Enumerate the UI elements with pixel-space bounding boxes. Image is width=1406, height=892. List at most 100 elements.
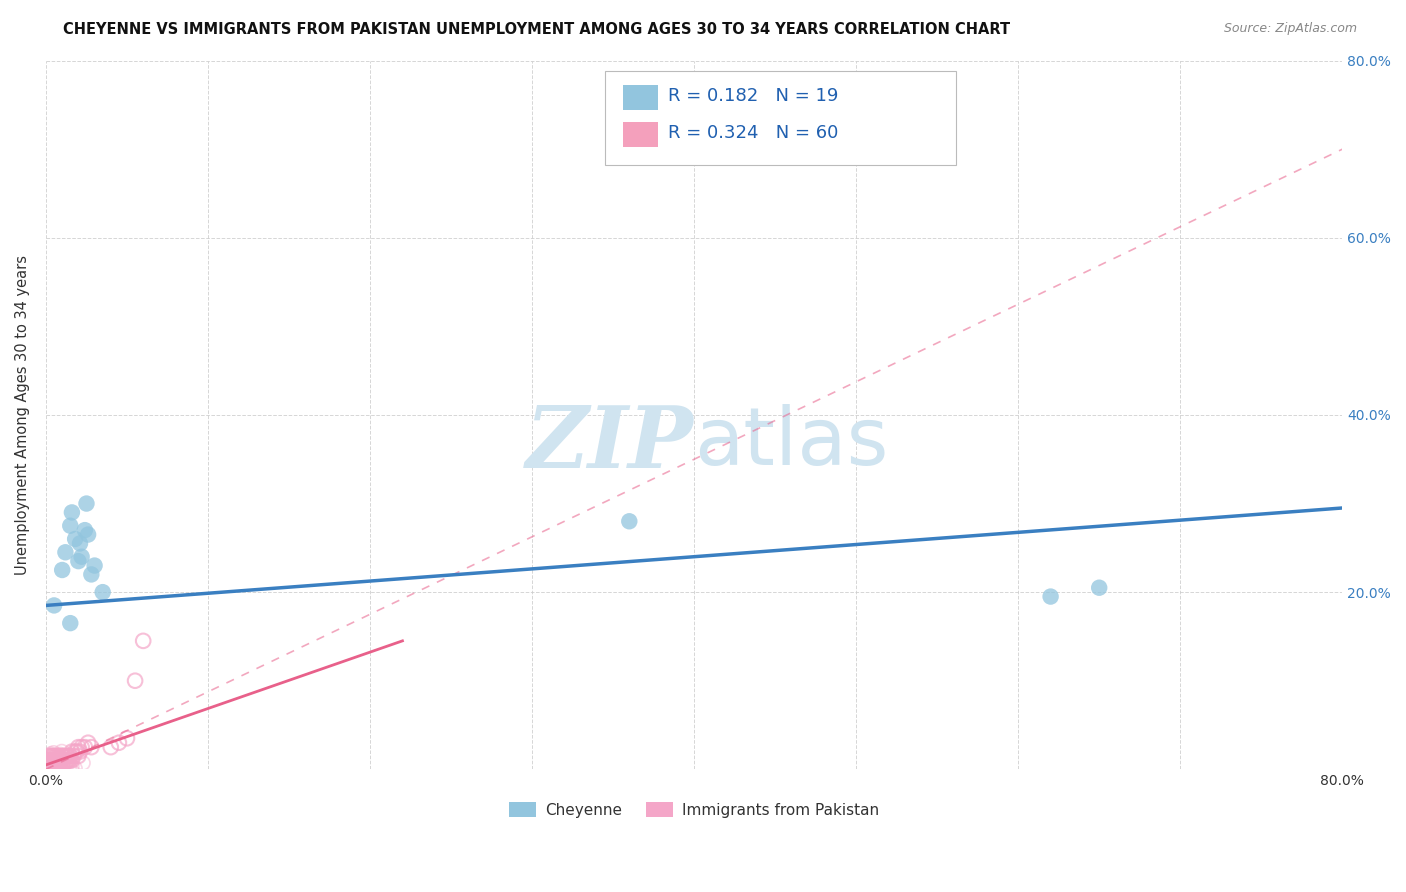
Point (55, 545, 77, 559)
Point (69, 745, 91, 759)
Point (42, 746, 65, 760)
Point (60, 759, 83, 773)
Point (58, 749, 80, 764)
Point (39, 761, 62, 775)
Point (51, 754, 73, 768)
Point (38, 760, 60, 774)
Text: atlas: atlas (695, 404, 889, 483)
Point (38, 759, 60, 773)
Point (70, 740, 93, 755)
Point (56, 754, 79, 768)
Point (73, 523, 96, 537)
Point (41, 754, 63, 768)
Point (48, 754, 70, 768)
Point (132, 633, 155, 648)
Point (46, 754, 69, 768)
Point (80, 740, 103, 755)
Point (1039, 590, 1062, 604)
Point (52, 756, 75, 770)
Point (51, 744, 73, 758)
Text: Source: ZipAtlas.com: Source: ZipAtlas.com (1223, 22, 1357, 36)
Point (49, 756, 72, 770)
Text: R = 0.182   N = 19: R = 0.182 N = 19 (668, 87, 838, 104)
Point (60, 745, 83, 759)
Text: CHEYENNE VS IMMIGRANTS FROM PAKISTAN UNEMPLOYMENT AMONG AGES 30 TO 34 YEARS CORR: CHEYENNE VS IMMIGRANTS FROM PAKISTAN UNE… (63, 22, 1011, 37)
Point (37, 754, 59, 768)
Point (39, 754, 62, 768)
Point (51, 563, 73, 577)
Point (69, 536, 91, 550)
Point (44, 751, 66, 765)
Point (66, 745, 89, 759)
Point (60, 754, 83, 768)
Point (58, 760, 80, 774)
Point (100, 740, 122, 755)
Point (63, 745, 86, 759)
Point (42, 762, 65, 776)
Point (44, 758, 66, 772)
Point (35, 762, 58, 776)
Point (83, 558, 105, 573)
Point (41, 759, 63, 773)
Point (39, 754, 62, 768)
Point (59, 616, 82, 631)
Point (45, 756, 67, 770)
Point (48, 759, 70, 773)
Point (49, 762, 72, 776)
Point (59, 749, 82, 764)
Point (41, 753, 63, 767)
Point (37, 762, 59, 776)
Point (39, 754, 62, 768)
Point (39, 749, 62, 764)
Point (77, 527, 100, 541)
Point (38, 757, 60, 772)
Point (58, 752, 80, 766)
Text: ZIP: ZIP (526, 401, 695, 485)
Point (41, 756, 63, 770)
Point (38, 762, 60, 776)
Point (45, 755, 67, 769)
Point (41, 757, 63, 772)
Point (37, 759, 59, 773)
Point (48, 749, 70, 764)
Point (58, 754, 80, 768)
Point (39, 756, 62, 771)
Point (619, 514, 641, 528)
Point (46, 762, 69, 776)
Point (115, 731, 138, 746)
Point (45, 749, 67, 764)
Point (48, 756, 70, 770)
Point (37, 757, 59, 772)
Point (51, 757, 73, 772)
Point (41, 757, 63, 772)
Point (41, 754, 63, 768)
Point (38, 756, 60, 770)
Point (39, 757, 62, 772)
Point (55, 749, 77, 764)
Point (108, 736, 131, 750)
Point (49, 747, 72, 762)
Point (60, 505, 83, 519)
Point (37, 758, 59, 772)
Point (37, 761, 59, 775)
Point (62, 749, 84, 764)
Point (42, 757, 65, 772)
Point (76, 497, 98, 511)
Point (42, 599, 65, 613)
Point (37, 756, 59, 770)
Point (42, 760, 65, 774)
Point (35, 755, 58, 769)
Point (48, 757, 70, 772)
Point (48, 758, 70, 772)
Point (41, 750, 63, 764)
Point (67, 554, 90, 568)
Point (41, 756, 63, 771)
Point (67, 740, 90, 755)
Point (39, 756, 62, 770)
Point (42, 749, 65, 764)
Point (38, 754, 60, 768)
Point (48, 757, 70, 772)
Point (52, 749, 75, 764)
Point (42, 754, 65, 768)
Point (63, 762, 86, 776)
